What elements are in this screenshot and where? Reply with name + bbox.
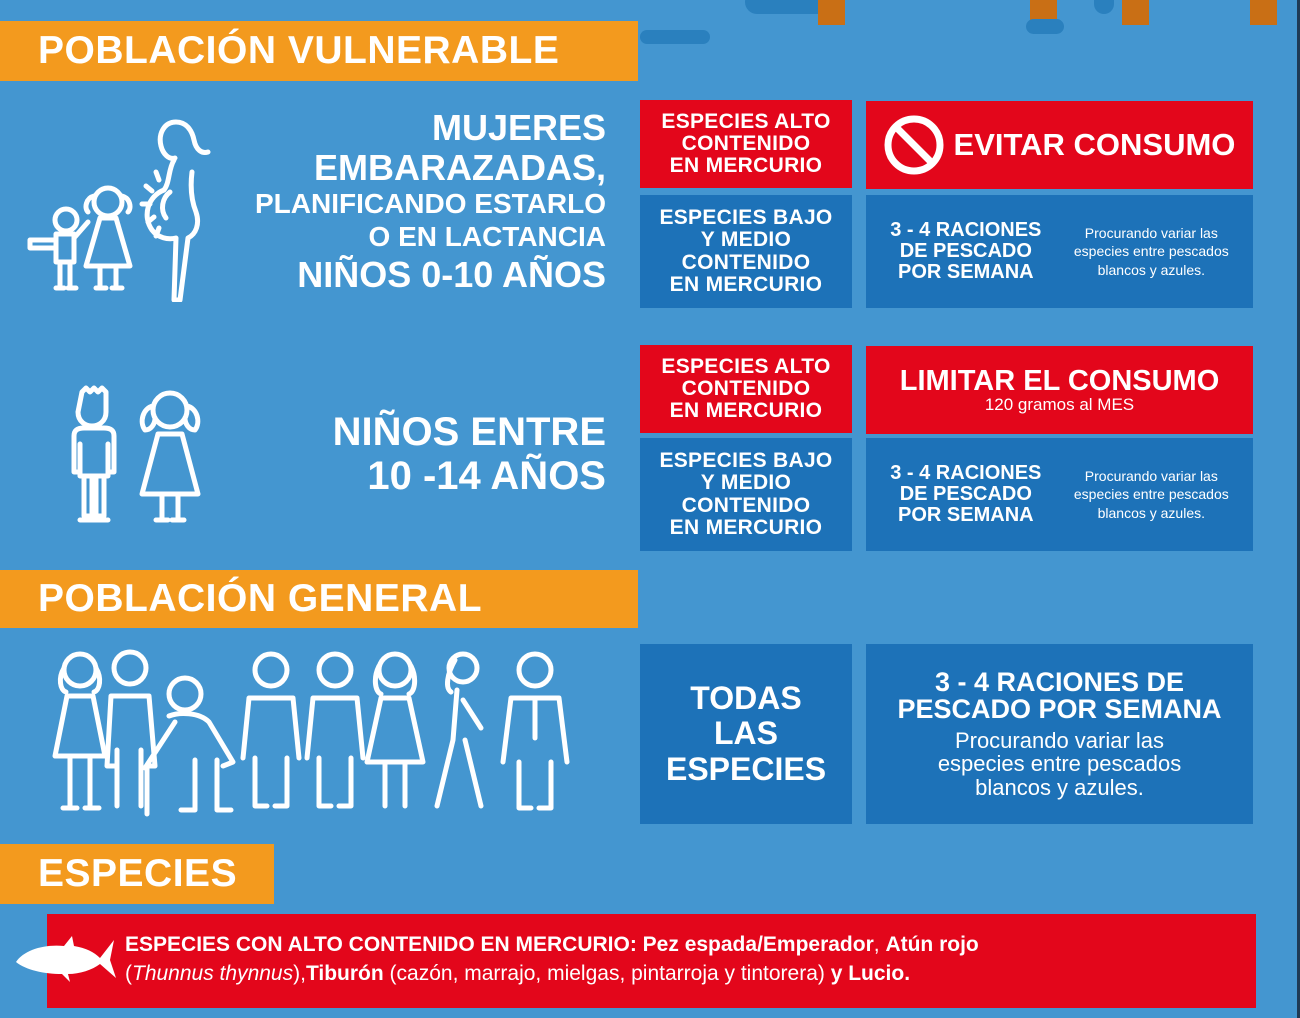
section-header-general: POBLACIÓN GENERAL — [0, 570, 638, 628]
limit-consumption-box: LIMITAR EL CONSUMO 120 gramos al MES — [866, 346, 1253, 434]
weekly-rations-box: 3 - 4 RACIONES DE PESCADO POR SEMANA Pro… — [866, 438, 1253, 551]
no-entry-icon — [884, 115, 944, 175]
title-line: MUJERES — [431, 107, 606, 148]
section-header-vulnerable: POBLACIÓN VULNERABLE — [0, 21, 638, 81]
title-line: NIÑOS ENTRE — [332, 410, 606, 454]
section-title: POBLACIÓN GENERAL — [38, 577, 483, 620]
all-species-label: TODAS LAS ESPECIES — [640, 644, 852, 824]
title-line: 10 -14 AÑOS — [367, 454, 606, 498]
title-line: O EN LACTANCIA — [368, 220, 606, 252]
decor-pill — [745, 0, 835, 14]
diverse-people-group-icon — [45, 640, 595, 820]
title-line: NIÑOS 0-10 AÑOS — [297, 253, 606, 295]
species-item: Pez espada/Emperador — [642, 933, 874, 956]
species-list-label: ESPECIES CON ALTO CONTENIDO EN MERCURIO: — [125, 933, 637, 956]
title-line: PLANIFICANDO ESTARLO — [254, 188, 606, 220]
section-header-species: ESPECIES — [0, 844, 274, 904]
pregnant-woman-with-children-icon — [24, 112, 234, 302]
high-mercury-species-list: ESPECIES CON ALTO CONTENIDO EN MERCURIO:… — [47, 914, 1256, 1008]
low-mercury-label: ESPECIES BAJO Y MEDIO CONTENIDO EN MERCU… — [640, 195, 852, 308]
boy-and-girl-icon — [66, 384, 210, 534]
general-weekly-rations-box: 3 - 4 RACIONES DE PESCADO POR SEMANA Pro… — [866, 644, 1253, 824]
avoid-consumption-box: EVITAR CONSUMO — [866, 101, 1253, 189]
group-title-children-10-14: NIÑOS ENTRE 10 -14 AÑOS — [186, 410, 606, 498]
decor-pill — [946, 0, 1036, 14]
frame-edge — [1297, 0, 1300, 1018]
species-item: Atún rojo — [885, 933, 979, 956]
decor-pill — [640, 30, 710, 44]
species-item: y Lucio. — [830, 962, 911, 986]
section-title: POBLACIÓN VULNERABLE — [38, 29, 560, 72]
group-title-pregnant-children: MUJERES EMBARAZADAS, PLANIFICANDO ESTARL… — [186, 108, 606, 294]
title-line: EMBARAZADAS, — [314, 146, 606, 188]
scientific-name: Thunnus thynnus — [132, 962, 294, 986]
weekly-rations-box: 3 - 4 RACIONES DE PESCADO POR SEMANA Pro… — [866, 195, 1253, 308]
decor-pill — [1026, 19, 1064, 34]
section-title: ESPECIES — [38, 852, 238, 895]
tuna-fish-icon — [14, 932, 118, 986]
decor-pill — [1094, 0, 1114, 14]
low-mercury-label: ESPECIES BAJO Y MEDIO CONTENIDO EN MERCU… — [640, 438, 852, 551]
high-mercury-label: ESPECIES ALTO CONTENIDO EN MERCURIO — [640, 345, 852, 433]
decor-post — [1250, 0, 1277, 25]
high-mercury-label: ESPECIES ALTO CONTENIDO EN MERCURIO — [640, 100, 852, 188]
decor-post — [1122, 0, 1149, 25]
decor-post — [818, 0, 845, 25]
species-item: Tiburón — [305, 962, 384, 986]
